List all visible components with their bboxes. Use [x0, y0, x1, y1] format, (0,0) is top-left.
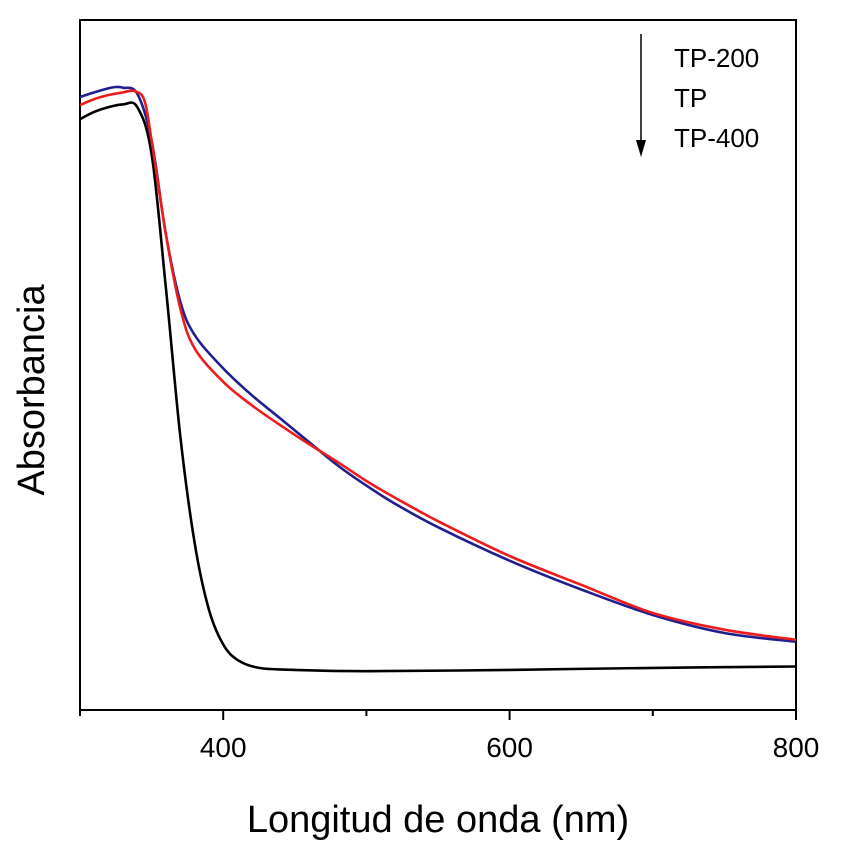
x-tick-label-400: 400 — [200, 732, 247, 763]
series-line-tp — [79, 89, 797, 642]
legend: TP-200 TP TP-400 — [636, 34, 759, 157]
legend-entry-tp: TP — [674, 83, 707, 113]
series-line-tp-400 — [79, 101, 797, 673]
legend-entry-tp-200: TP-200 — [674, 43, 759, 73]
legend-entry-tp-400: TP-400 — [674, 123, 759, 153]
y-axis-title: Absorbancia — [11, 284, 53, 496]
legend-arrow-head-icon — [636, 140, 646, 157]
x-tick-label-800: 800 — [773, 732, 820, 763]
series-layer — [79, 85, 797, 673]
plot-frame — [79, 19, 797, 711]
series-line-tp-200 — [79, 85, 797, 644]
x-axis-ticks: 400 600 800 — [79, 710, 820, 763]
x-tick-label-600: 600 — [486, 732, 533, 763]
x-axis-title: Longitud de onda (nm) — [247, 799, 629, 841]
